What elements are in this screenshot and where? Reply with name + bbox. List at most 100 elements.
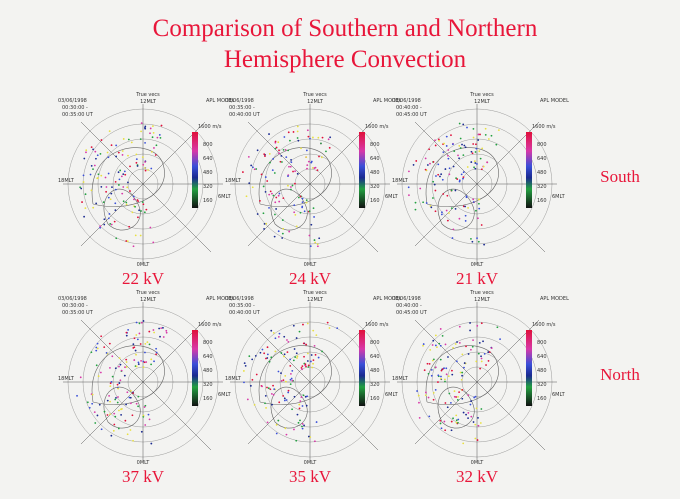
vector-label: True vecs [135,92,160,98]
vector-dot [148,343,151,346]
vector-dot [278,192,281,195]
vector-dot [452,228,455,231]
vector-dot [427,372,430,375]
scale-label: 640 [537,156,547,162]
vector-dot [457,421,459,424]
vector-dot [139,138,142,141]
vector-dot [312,207,315,210]
scale-label: 800 [537,142,547,148]
vector-dot [122,138,125,140]
time: 00:30:00 - [62,303,88,309]
vector-dot [470,237,472,240]
vector-dot [443,142,445,145]
scale-label: 480 [537,368,547,374]
vector-dot [475,209,477,212]
vector-dot [145,361,148,363]
vector-dot [132,195,135,198]
vector-dot [435,175,437,177]
vector-dot [439,358,442,361]
dusk-label: 18MLT [58,178,75,184]
scale-label: 480 [537,170,547,176]
dusk-label: 18MLT [58,376,75,382]
vector-dot [302,323,304,326]
vector-dot [132,245,135,248]
vector-dot [458,217,461,220]
vector-dot [483,352,486,355]
vector-dot [114,180,117,183]
vector-dot [448,212,450,214]
vector-dot [294,170,297,173]
axis-line [414,121,546,253]
vector-dot [255,373,258,376]
vector-dot [437,374,440,377]
vector-dot [148,418,151,421]
vector-dot [479,133,481,136]
vector-dot [128,225,131,228]
vector-dot [310,354,313,356]
vector-dot [298,403,301,406]
vector-dot [478,207,481,210]
model-label: APL MODEL [373,296,402,302]
vector-dot [458,325,461,328]
vector-dot [133,337,136,340]
vector-dot [327,138,330,141]
time: 00:40:00 - [396,303,422,309]
vector-dot [296,355,299,358]
vector-dot [128,396,131,399]
vector-dot [440,375,442,378]
vector-dot [309,137,311,140]
vector-dot [310,360,312,363]
vector-dot [125,403,127,406]
vector-dot [140,122,143,125]
vector-dot [417,394,420,397]
vector-dot [296,137,299,139]
vector-dot [291,379,294,382]
vector-dot [116,383,119,386]
vector-dot [470,161,473,163]
vector-dot [313,239,316,241]
vector-dot [287,340,290,343]
vector-dot [450,189,453,192]
vector-dot [298,330,301,333]
vector-dot [292,359,295,362]
vector-dot [85,149,88,152]
vector-dot [147,169,149,171]
vector-dot [272,393,275,396]
vector-dot [143,406,146,408]
vector-dot [329,136,332,139]
vector-dot [480,360,483,363]
vector-dot [85,151,87,154]
vector-dot [418,416,421,419]
vector-dot [117,151,120,154]
vector-dot [454,207,457,210]
vector-dot [427,396,430,399]
vector-dot [445,373,448,376]
vector-dot [474,143,477,146]
vector-dot [295,439,298,442]
vector-dot [245,195,248,198]
time: 00:35:00 UT [62,112,94,118]
vector-dot [305,201,308,204]
vector-dot [269,388,272,391]
vector-dot [470,348,472,351]
vector-dot [123,170,126,173]
vector-dot [242,370,245,372]
vector-dot [119,379,122,382]
vector-dot [109,382,112,385]
vector-dot [150,358,153,361]
speed-label: 1600 m/s [532,124,556,130]
vector-dot [289,139,291,142]
vector-dot [287,389,290,392]
vector-dot [296,130,299,133]
vector-dot [264,402,266,405]
vector-dot [452,143,454,146]
vector-dot [458,342,461,344]
vector-dot [437,138,440,141]
vector-dot [135,334,138,336]
vector-dot [149,127,152,130]
vector-dot [497,129,500,131]
vector-dot [467,394,470,397]
vector-dot [137,405,140,408]
vector-dot [277,335,280,338]
